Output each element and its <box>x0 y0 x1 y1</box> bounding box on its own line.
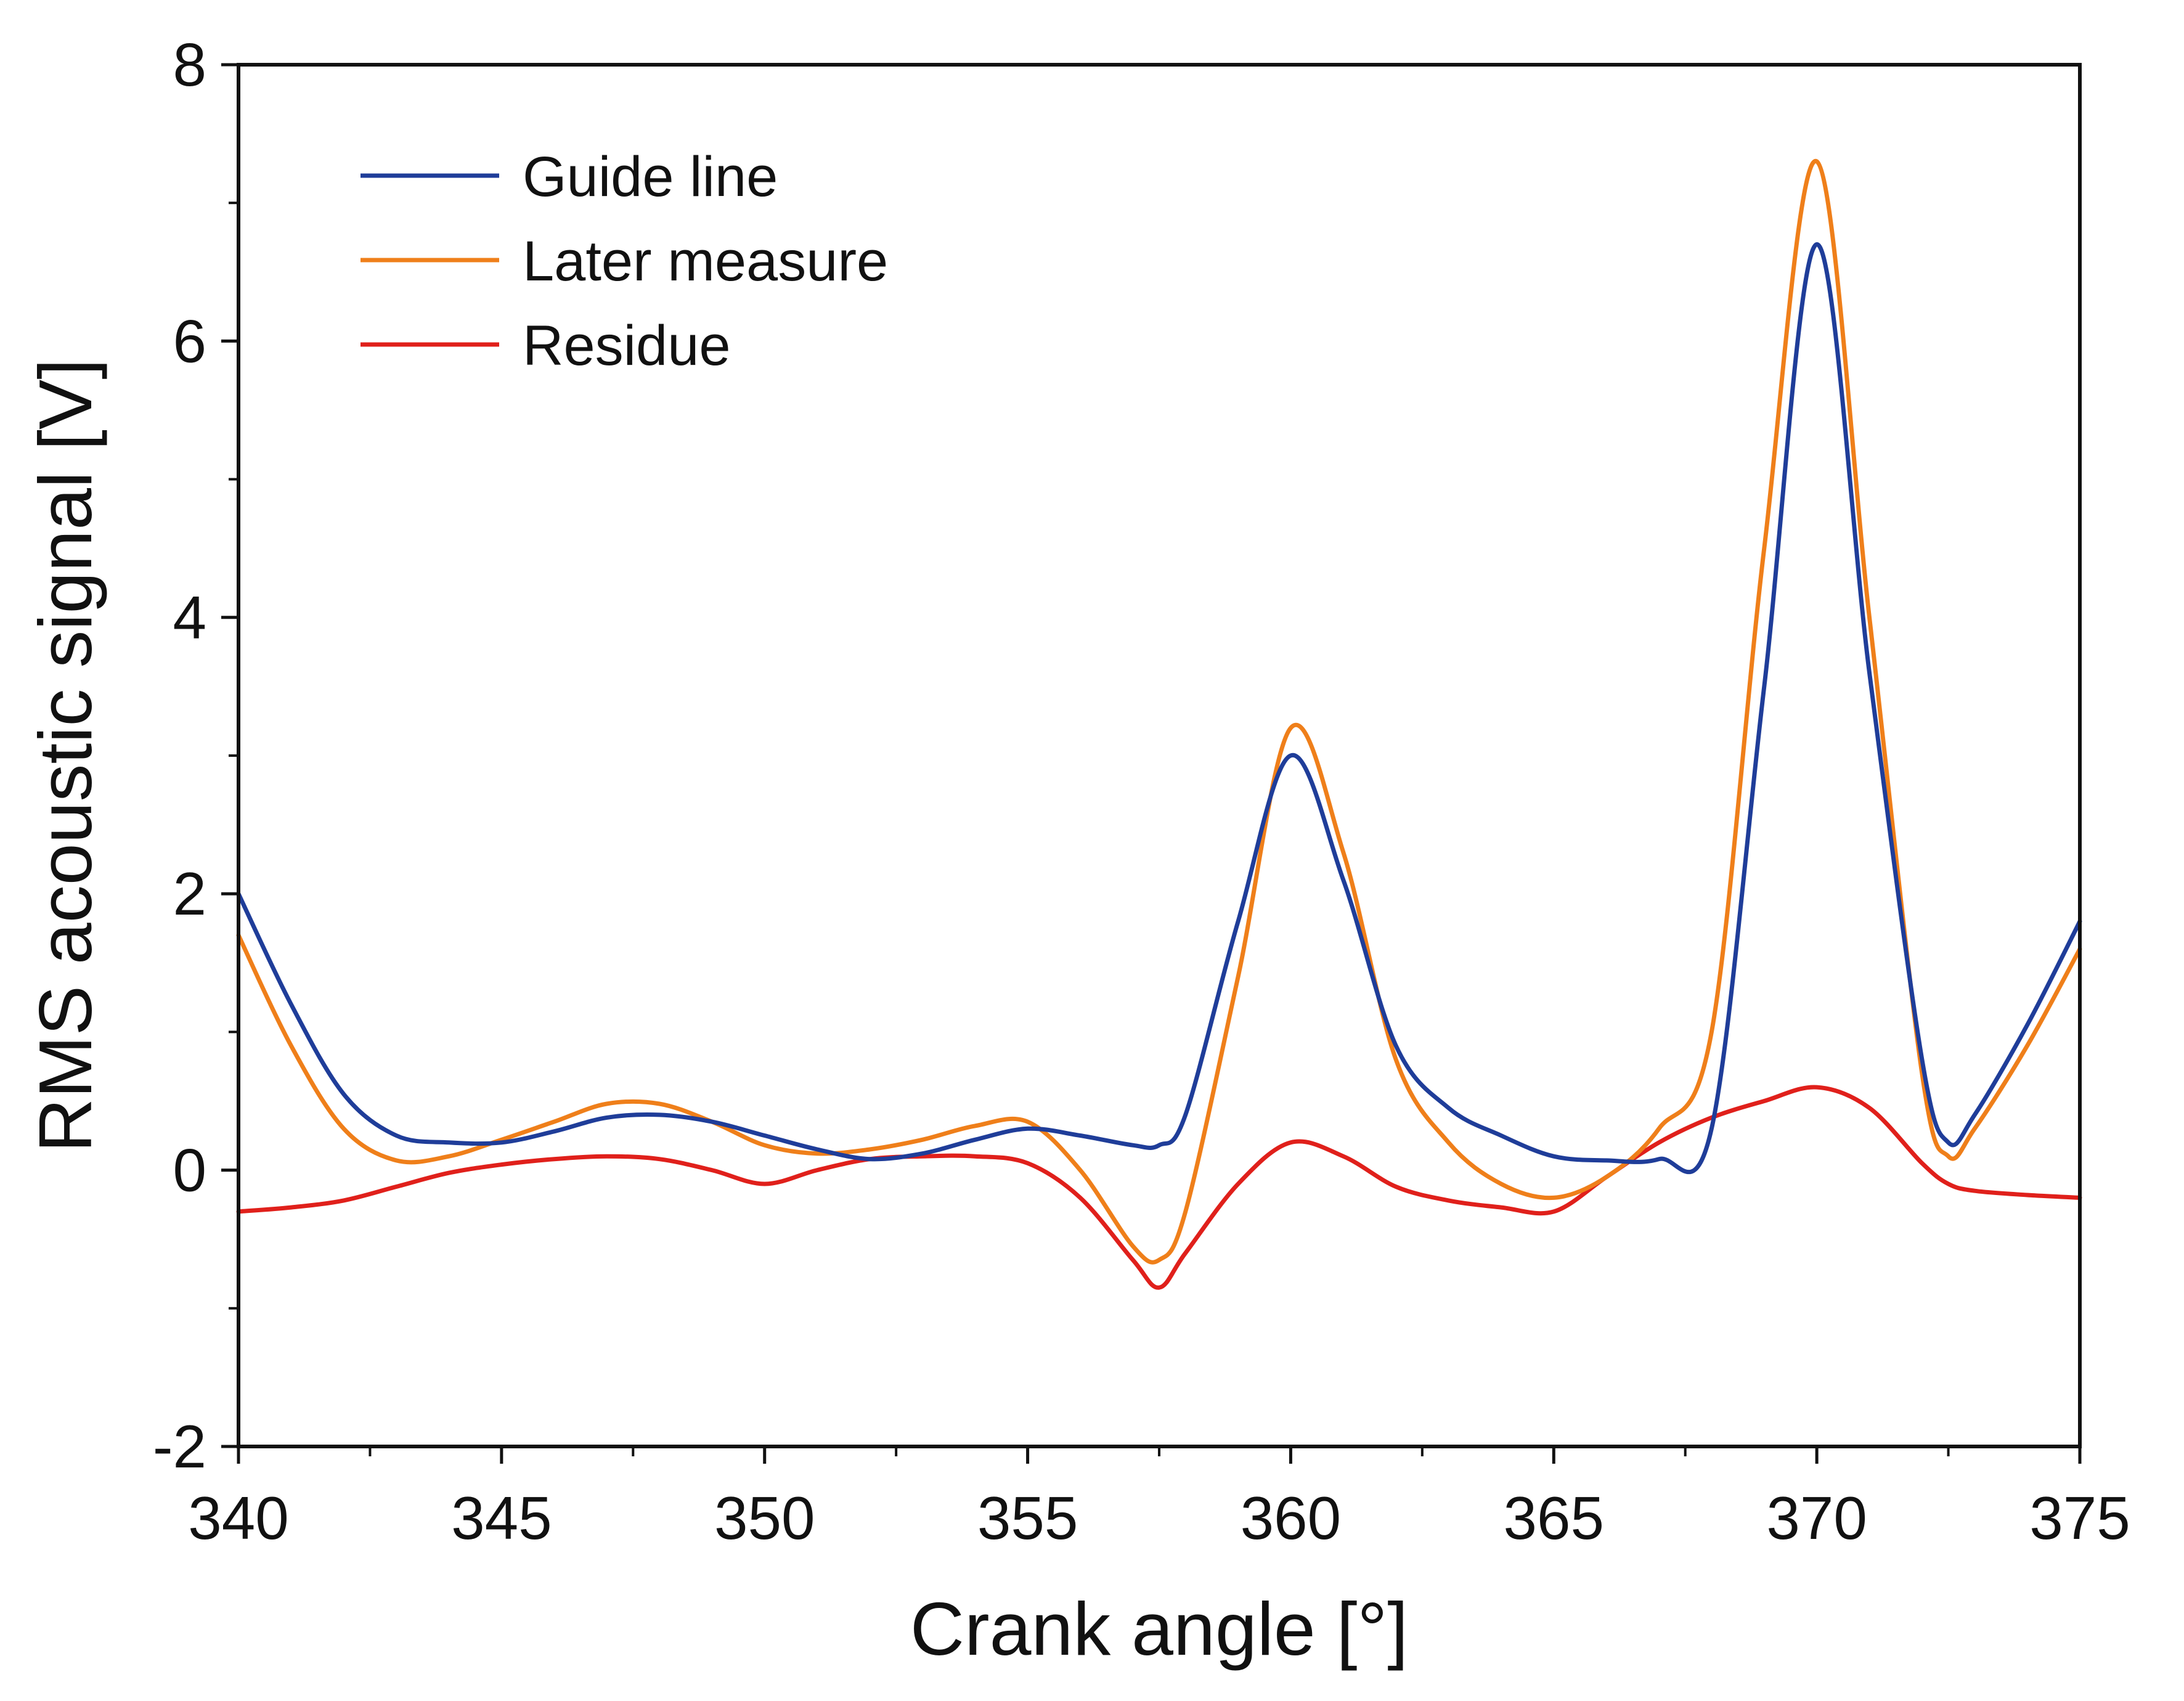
y-tick-label: -2 <box>153 1413 206 1480</box>
x-tick-label: 340 <box>188 1484 289 1552</box>
y-axis-ticks: -2 0 2 4 6 8 <box>153 31 238 1480</box>
y-tick-label: 6 <box>173 307 206 375</box>
x-tick-label: 370 <box>1766 1484 1867 1552</box>
legend-label-guide-line: Guide line <box>523 145 778 208</box>
x-tick-label: 360 <box>1241 1484 1342 1552</box>
y-tick-label: 8 <box>173 31 206 99</box>
x-tick-label: 350 <box>714 1484 815 1552</box>
legend-label-residue: Residue <box>523 314 731 377</box>
y-tick-label: 2 <box>173 860 206 928</box>
x-axis-title: Crank angle [°] <box>910 1587 1408 1671</box>
series-line-later-measure <box>236 159 2082 1265</box>
legend: Guide line Later measure Residue <box>361 145 888 377</box>
x-tick-label: 365 <box>1504 1484 1605 1552</box>
series-line-guide-line <box>236 242 2082 1175</box>
x-tick-label: 345 <box>451 1484 552 1552</box>
x-tick-label: 375 <box>2029 1484 2130 1552</box>
x-tick-label: 355 <box>977 1484 1078 1552</box>
y-tick-label: 4 <box>173 584 206 651</box>
series-line-residue <box>236 1085 2082 1290</box>
y-axis-title: RMS acoustic signal [V] <box>23 359 107 1152</box>
x-axis-ticks: 340 345 350 355 360 365 370 375 <box>188 1446 2130 1552</box>
y-tick-label: 0 <box>173 1136 206 1204</box>
legend-label-later-measure: Later measure <box>523 230 888 293</box>
series-layer <box>236 159 2082 1290</box>
